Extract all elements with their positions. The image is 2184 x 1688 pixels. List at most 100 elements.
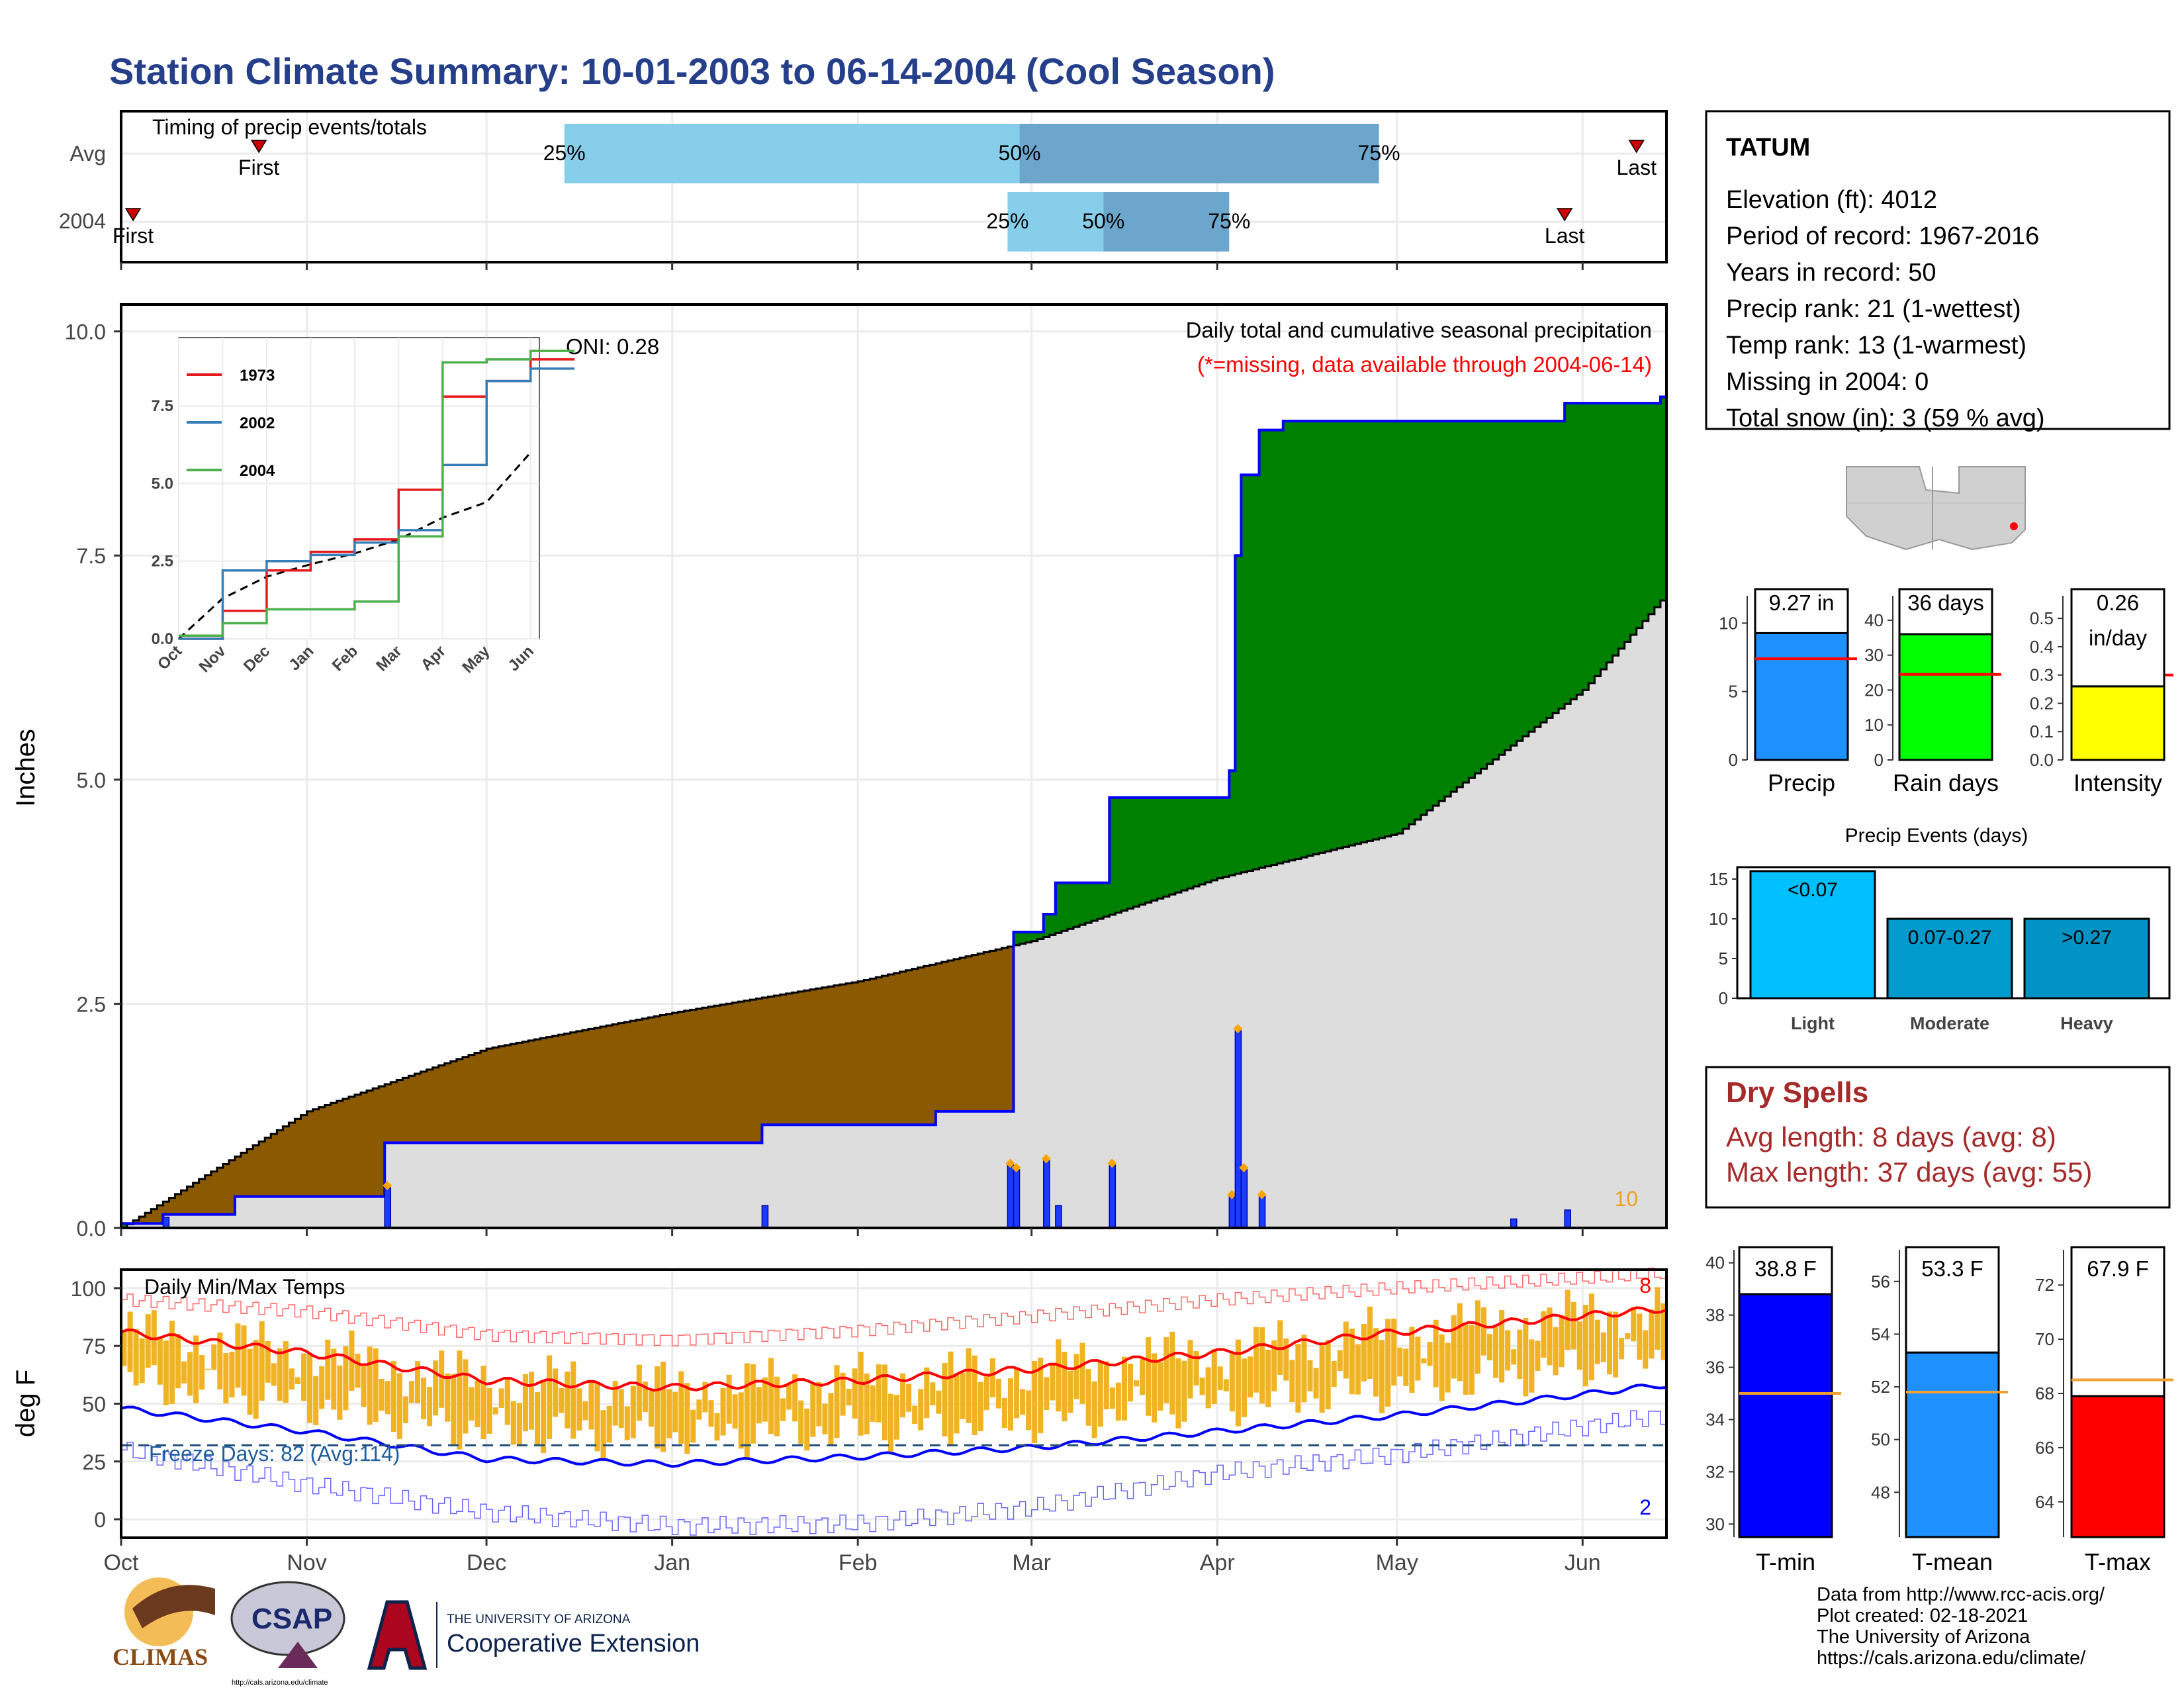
daily-temp-range-bar: [559, 1387, 565, 1413]
daily-temp-range-bar: [325, 1339, 331, 1400]
cumulative-diff-band: [295, 1119, 302, 1197]
cumulative-diff-band: [228, 1160, 236, 1215]
daily-temp-range-bar: [445, 1373, 451, 1422]
daily-temp-range-bar: [1062, 1351, 1068, 1422]
cumulative-diff-band: [1553, 421, 1559, 714]
min-count: 2: [1639, 1495, 1651, 1519]
cumulative-diff-band: [133, 1220, 140, 1224]
cumulative-diff-band: [1061, 882, 1068, 931]
temp-bar-label: T-min: [1756, 1548, 1815, 1575]
daily-temp-range-bar: [630, 1385, 636, 1438]
timing-panel-border: [120, 110, 1668, 263]
daily-temp-range-bar: [205, 1368, 211, 1370]
ua-bottom-text: Cooperative Extension: [447, 1630, 700, 1658]
cumulative-diff-band: [396, 1080, 403, 1143]
daily-precip-bar: [1510, 1218, 1518, 1229]
daily-temp-range-bar: [1355, 1344, 1361, 1395]
daily-temp-range-bar: [1493, 1327, 1499, 1378]
event-category-label: Light: [1791, 1013, 1835, 1033]
daily-temp-range-bar: [954, 1373, 960, 1434]
daily-temp-range-bar: [780, 1398, 786, 1421]
cumulative-diff-band: [462, 1056, 469, 1143]
cumulative-diff-band: [367, 1090, 373, 1197]
daily-temp-range-bar: [714, 1413, 720, 1441]
cumulative-diff-band: [1463, 421, 1469, 783]
mini-bar-label: Precip: [1768, 769, 1835, 796]
daily-temp-range-bar: [1050, 1364, 1056, 1401]
temp-bar-tick-label: 68: [2035, 1383, 2054, 1403]
page-title: Station Climate Summary: 10-01-2003 to 0…: [109, 50, 1275, 92]
daily-temp-range-bar: [319, 1366, 325, 1409]
daily-temp-range-bar: [678, 1371, 684, 1444]
cumulative-diff-band: [1355, 421, 1362, 844]
inset-legend-label: 2002: [240, 414, 275, 432]
daily-temp-range-bar: [840, 1372, 846, 1416]
daily-temp-range-bar: [930, 1382, 936, 1405]
cumulative-diff-band: [1426, 421, 1433, 811]
temp-bar-tick-label: 64: [2035, 1492, 2054, 1512]
timing-pct-label-avg: 50%: [999, 141, 1041, 165]
cumulative-diff-band: [312, 1109, 320, 1197]
cumulative-diff-band: [558, 1035, 565, 1143]
cumulative-diff-band: [1433, 421, 1439, 806]
events-tick-label: 10: [1709, 909, 1728, 929]
daily-temp-range-bar: [1044, 1377, 1050, 1411]
daily-temp-range-bar: [810, 1383, 816, 1437]
daily-temp-range-bar: [1121, 1356, 1127, 1421]
cumulative-diff-band: [486, 1049, 493, 1143]
daily-temp-range-bar: [498, 1388, 504, 1408]
daily-temp-range-bar: [570, 1361, 576, 1439]
cumulative-diff-band: [241, 1152, 248, 1197]
cumulative-diff-band: [618, 1023, 625, 1143]
daily-temp-range-bar: [882, 1364, 887, 1440]
daily-temp-range-bar: [1367, 1306, 1373, 1380]
cumulative-diff-band: [588, 1029, 595, 1143]
temp-bar-1: [1905, 1351, 2000, 1538]
daily-temp-range-bar: [343, 1346, 349, 1411]
daily-temp-range-bar: [594, 1383, 600, 1452]
cumulative-diff-band: [474, 1053, 481, 1143]
mini-tick-label: 0.2: [2030, 693, 2054, 713]
cumulative-diff-band: [420, 1071, 428, 1143]
cumulative-diff-band: [840, 984, 846, 1125]
cumulative-diff-band: [426, 1069, 433, 1143]
daily-temp-range-bar: [223, 1353, 229, 1404]
cumulative-diff-band: [216, 1168, 224, 1215]
daily-temp-range-bar: [1594, 1319, 1600, 1364]
daily-temp-range-bar: [918, 1389, 924, 1430]
cumulative-diff-band: [882, 976, 889, 1125]
ua-top-text: THE UNIVERSITY OF ARIZONA: [447, 1613, 631, 1626]
daily-temp-range-bar: [1480, 1307, 1486, 1356]
daily-temp-range-bar: [1517, 1329, 1523, 1379]
cumulative-diff-band: [175, 1194, 182, 1215]
daily-temp-range-bar: [1259, 1327, 1265, 1404]
station-missing: Missing in 2004: 0: [1726, 368, 1929, 396]
daily-precip-bar: [1007, 1164, 1015, 1229]
daily-precip-marker: [1239, 1162, 1249, 1172]
inset-ytick-label: 7.5: [152, 397, 173, 415]
daily-temp-range-bar: [247, 1348, 253, 1415]
station-box: TATUM Elevation (ft): 4012 Period of rec…: [1705, 110, 2171, 432]
daily-temp-range-bar: [978, 1382, 983, 1432]
station-years: Years in record: 50: [1726, 259, 1936, 287]
daily-temp-range-bar: [600, 1410, 606, 1459]
cumulative-diff-band: [1067, 882, 1074, 929]
daily-temp-range-bar: [1301, 1335, 1307, 1403]
cumulative-diff-band: [978, 953, 984, 1111]
cumulative-diff-band: [1660, 397, 1667, 600]
cumulative-diff-band: [283, 1126, 290, 1197]
daily-temp-range-bar: [1079, 1342, 1085, 1404]
mini-bar-label: Intensity: [2073, 769, 2162, 796]
daily-temp-range-bar: [402, 1396, 408, 1423]
daily-temp-range-bar: [553, 1368, 559, 1417]
inset-ytick-label: 2.5: [152, 553, 173, 571]
daily-temp-range-bar: [887, 1393, 893, 1452]
daily-temp-range-bar: [696, 1399, 702, 1420]
month-label: Oct: [104, 1550, 139, 1575]
daily-temp-range-bar: [792, 1374, 798, 1422]
cumulative-diff-band: [1654, 402, 1661, 608]
mini-tick-label: 0.5: [2030, 608, 2054, 628]
cumulative-diff-band: [1534, 421, 1541, 727]
dry-avg-line: Avg length: 8 days (avg: 8): [1726, 1121, 2056, 1152]
cumulative-diff-band: [750, 1000, 756, 1143]
